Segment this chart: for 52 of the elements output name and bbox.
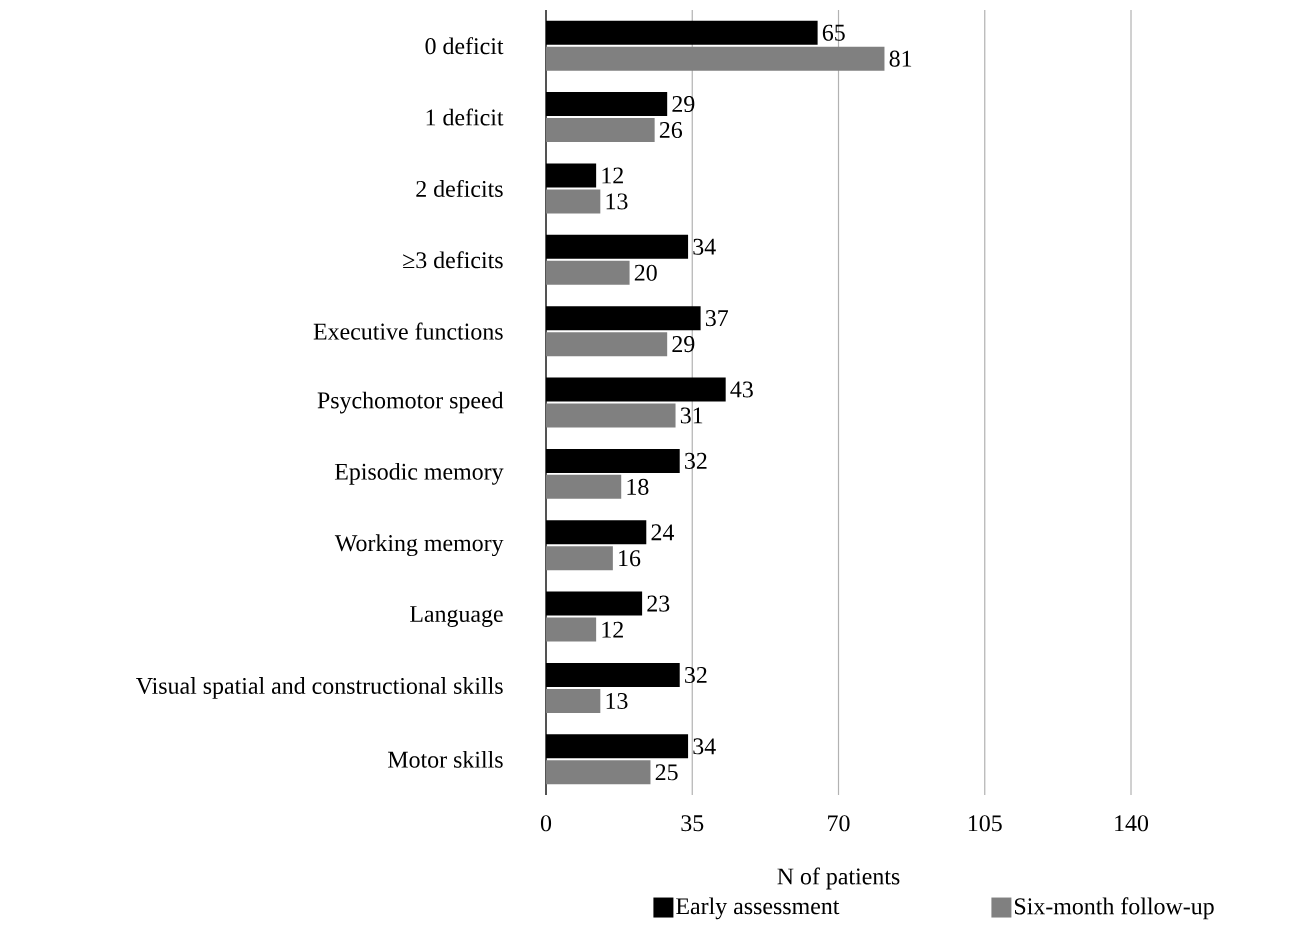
y-tick-label: Motor skills (388, 750, 503, 768)
y-tick-label: Visual spatial and constructional skills (136, 677, 503, 699)
bar (546, 189, 601, 214)
x-axis-title: N of patients (777, 867, 900, 890)
bar (546, 474, 622, 499)
y-tick-label: Executive functions (313, 322, 503, 340)
y-tick-label: 0 deficit (425, 37, 504, 55)
data-label: 12 (602, 167, 623, 184)
bar (546, 46, 885, 71)
y-tick-label: Episodic memory (334, 462, 504, 485)
data-label: 13 (606, 193, 628, 210)
data-label: 26 (659, 122, 683, 139)
x-tick-label: 140 (1115, 815, 1149, 832)
legend-label: Six-month follow-up (1014, 897, 1214, 920)
bar (546, 688, 601, 713)
data-label: 81 (889, 50, 912, 67)
data-label: 24 (651, 524, 675, 541)
data-label: 43 (730, 381, 753, 398)
y-tick-label: Psychomotor speed (317, 391, 504, 414)
data-label: 65 (822, 24, 845, 41)
bar (546, 118, 655, 143)
bar (546, 332, 668, 357)
bar (546, 546, 613, 571)
data-label: 34 (693, 738, 716, 755)
data-label: 31 (680, 407, 703, 424)
bar (546, 403, 676, 428)
y-tick-label: ≥3 deficits (403, 251, 503, 269)
x-tick-label: 70 (828, 815, 850, 832)
data-label: 25 (655, 764, 678, 781)
data-label: 20 (634, 264, 657, 281)
data-label: 16 (619, 550, 641, 567)
data-label: 37 (705, 310, 729, 327)
data-label: 23 (647, 595, 670, 612)
bar (546, 617, 597, 642)
data-label: 29 (672, 336, 695, 353)
data-label: 34 (693, 238, 716, 255)
y-tick-label: Language (410, 606, 503, 627)
x-tick-label: 0 (540, 815, 552, 832)
data-label: 13 (606, 692, 628, 709)
data-label: 32 (685, 452, 707, 469)
y-tick-label: Working memory (334, 534, 504, 557)
legend-label: Early assessment (676, 897, 840, 920)
x-tick-label: 35 (681, 815, 704, 832)
data-label: 12 (602, 621, 623, 638)
bar (546, 260, 630, 285)
y-tick-label: 2 deficits (416, 179, 503, 197)
x-tick-label: 105 (968, 815, 1002, 832)
data-label: 29 (672, 96, 695, 113)
data-label: 18 (627, 478, 649, 495)
bar (546, 760, 651, 785)
y-tick-label: 1 deficit (426, 108, 504, 126)
data-label: 32 (685, 666, 707, 683)
